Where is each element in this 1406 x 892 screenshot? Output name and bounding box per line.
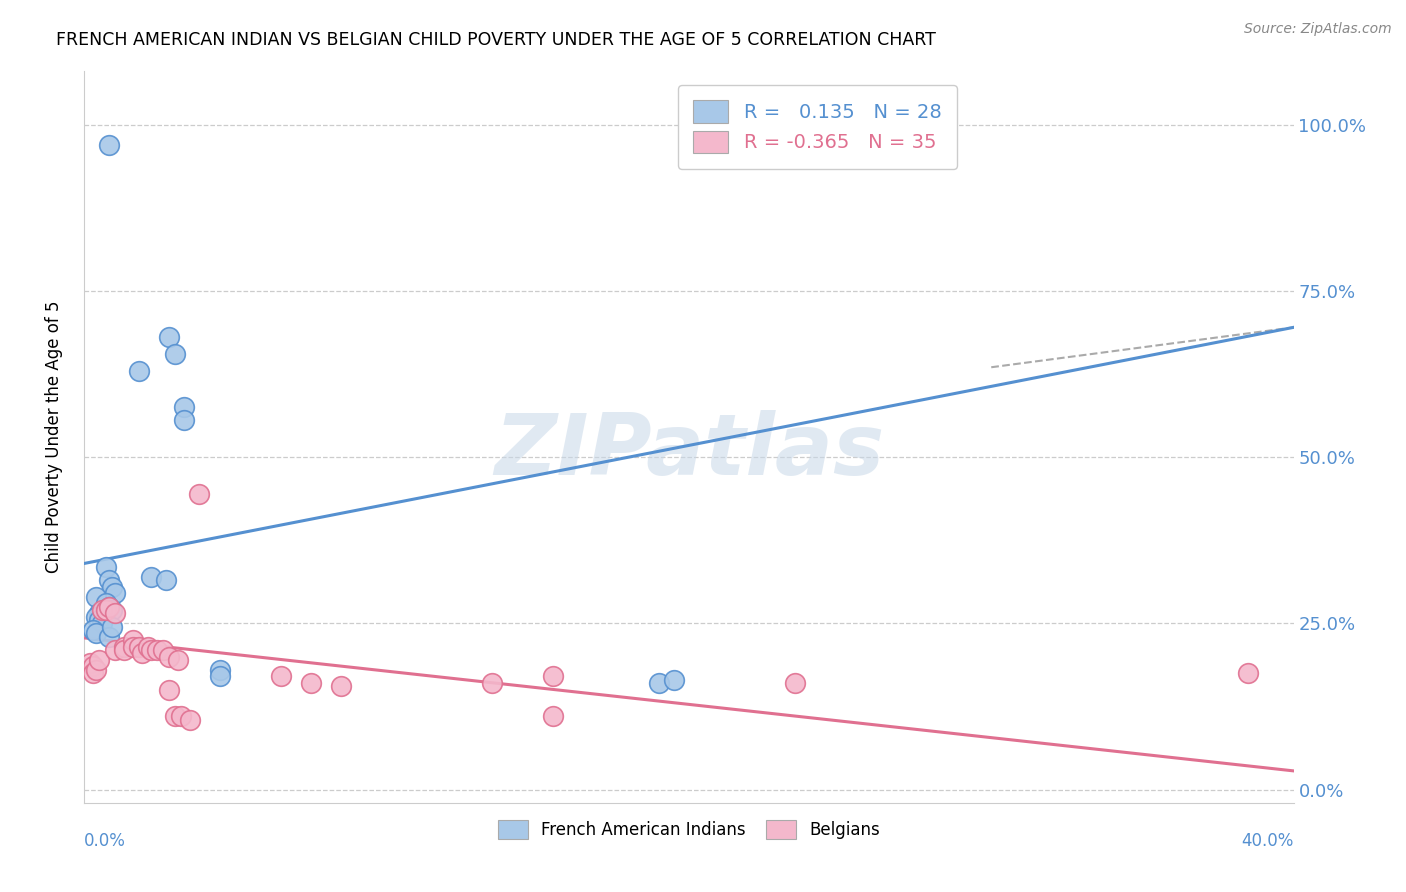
Y-axis label: Child Poverty Under the Age of 5: Child Poverty Under the Age of 5	[45, 301, 63, 574]
Point	[121, 640, 143, 654]
Point	[270, 669, 292, 683]
Text: 0.0%: 0.0%	[84, 832, 127, 850]
Text: FRENCH AMERICAN INDIAN VS BELGIAN CHILD POVERTY UNDER THE AGE OF 5 CORRELATION C: FRENCH AMERICAN INDIAN VS BELGIAN CHILD …	[56, 31, 936, 49]
Point	[100, 580, 122, 594]
Point	[165, 347, 187, 361]
Point	[209, 663, 232, 677]
Point	[112, 640, 135, 654]
Point	[91, 616, 114, 631]
Point	[94, 596, 117, 610]
Point	[165, 709, 187, 723]
Point	[97, 599, 120, 614]
Point	[121, 632, 143, 647]
Point	[89, 613, 111, 627]
Point	[104, 586, 127, 600]
Point	[1237, 666, 1260, 681]
Point	[128, 640, 150, 654]
Point	[155, 573, 177, 587]
Point	[82, 659, 104, 673]
Point	[82, 623, 104, 637]
Text: Source: ZipAtlas.com: Source: ZipAtlas.com	[1244, 22, 1392, 37]
Legend: French American Indians, Belgians: French American Indians, Belgians	[491, 814, 887, 846]
Point	[152, 643, 174, 657]
Point	[112, 643, 135, 657]
Point	[94, 559, 117, 574]
Point	[136, 640, 159, 654]
Point	[173, 400, 195, 414]
Point	[167, 653, 190, 667]
Point	[299, 676, 322, 690]
Point	[330, 680, 353, 694]
Point	[97, 599, 120, 614]
Point	[91, 603, 114, 617]
Point	[86, 609, 108, 624]
Point	[97, 630, 120, 644]
Point	[648, 676, 671, 690]
Point	[173, 413, 195, 427]
Point	[157, 682, 180, 697]
Point	[97, 137, 120, 152]
Point	[86, 590, 108, 604]
Text: 40.0%: 40.0%	[1241, 832, 1294, 850]
Point	[179, 713, 201, 727]
Point	[100, 619, 122, 633]
Point	[662, 673, 685, 687]
Point	[481, 676, 503, 690]
Point	[104, 643, 127, 657]
Point	[79, 656, 101, 670]
Text: ZIPatlas: ZIPatlas	[494, 410, 884, 493]
Point	[104, 607, 127, 621]
Point	[783, 676, 806, 690]
Point	[100, 603, 122, 617]
Point	[157, 330, 180, 344]
Point	[131, 646, 153, 660]
Point	[94, 603, 117, 617]
Point	[188, 486, 211, 500]
Point	[86, 663, 108, 677]
Point	[139, 570, 162, 584]
Point	[146, 643, 169, 657]
Point	[541, 709, 564, 723]
Point	[170, 709, 193, 723]
Point	[139, 643, 162, 657]
Point	[157, 649, 180, 664]
Point	[89, 653, 111, 667]
Point	[82, 666, 104, 681]
Point	[209, 669, 232, 683]
Point	[128, 363, 150, 377]
Point	[541, 669, 564, 683]
Point	[86, 626, 108, 640]
Point	[97, 573, 120, 587]
Point	[89, 607, 111, 621]
